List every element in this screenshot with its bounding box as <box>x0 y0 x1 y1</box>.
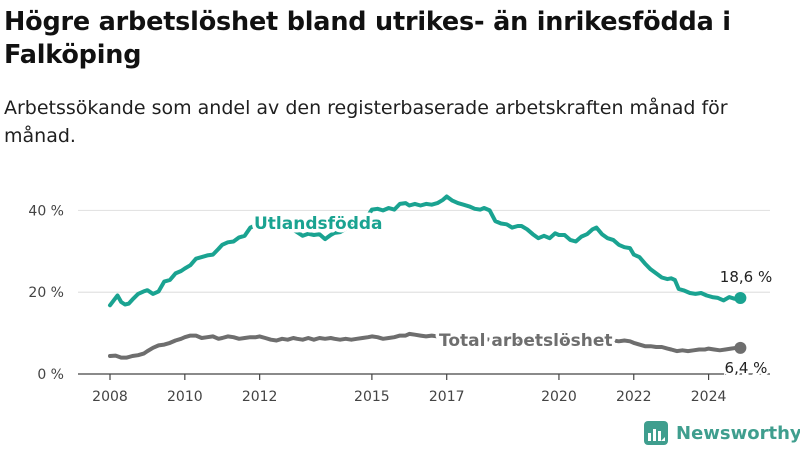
x-tick-label-7: 2024 <box>691 389 727 405</box>
y-tick-label-2: 40 % <box>28 203 64 219</box>
end-point-utlandsfodda <box>734 291 747 304</box>
chart-subtitle: Arbetssökande som andel av den registerb… <box>4 97 728 147</box>
y-tick-label-1: 20 % <box>28 285 64 301</box>
x-tick-label-5: 2020 <box>541 389 577 405</box>
x-tick-label-2: 2012 <box>242 389 278 405</box>
brand-name: Newsworthy <box>676 422 800 444</box>
x-tick-label-4: 2017 <box>429 389 465 405</box>
chart-title: Högre arbetslöshet bland utrikes- än inr… <box>4 7 731 70</box>
series-line-utlandsfodda <box>108 194 743 308</box>
series-label-utlandsfodda: Utlandsfödda <box>254 214 383 234</box>
end-point-total <box>734 341 747 354</box>
newsworthy-logo-icon <box>644 421 668 445</box>
series-label-total: Total arbetslöshet <box>439 331 613 351</box>
x-tick-label-0: 2008 <box>92 389 128 405</box>
y-tick-label-0: 0 % <box>37 367 64 383</box>
series-line-total <box>108 331 743 360</box>
x-tick-label-1: 2010 <box>167 389 203 405</box>
x-tick-label-6: 2022 <box>616 389 652 405</box>
brand: Newsworthy <box>644 420 800 446</box>
end-label-utlandsfodda: 18,6 % <box>720 268 772 286</box>
x-tick-label-3: 2015 <box>354 389 390 405</box>
end-label-total: 6,4 % <box>725 359 768 377</box>
